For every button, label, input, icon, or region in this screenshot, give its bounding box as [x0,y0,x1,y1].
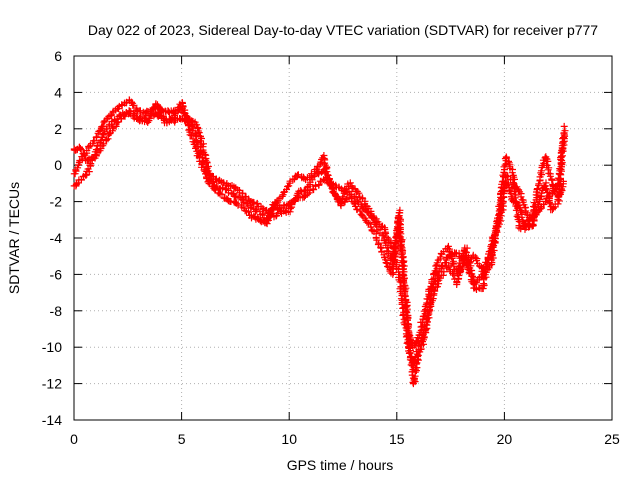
y-tick-label: 6 [54,48,62,64]
series-3 [70,99,569,388]
y-tick-label: -12 [42,376,62,392]
x-tick-label: 25 [604,431,620,447]
y-tick-label: 0 [54,157,62,173]
y-tick-label: -14 [42,412,62,428]
grid-lines [74,56,612,420]
y-tick-label: -8 [50,303,63,319]
axis-ticks [73,55,613,421]
data-point-markers [70,99,569,388]
y-tick-label: 2 [54,121,62,137]
y-tick-label: -4 [50,230,63,246]
y-tick-label: -10 [42,339,62,355]
y-tick-label: -2 [50,194,63,210]
x-tick-label: 10 [281,431,297,447]
y-axis-label: SDTVAR / TECUs [6,182,22,294]
y-tick-label: 4 [54,84,62,100]
y-tick-label: -6 [50,266,63,282]
x-tick-label: 5 [178,431,186,447]
x-tick-label: 20 [497,431,513,447]
x-tick-label: 0 [70,431,78,447]
x-tick-label: 15 [389,431,405,447]
chart-title: Day 022 of 2023, Sidereal Day-to-day VTE… [88,22,598,38]
x-axis-label: GPS time / hours [287,457,394,473]
data-points [70,96,569,388]
